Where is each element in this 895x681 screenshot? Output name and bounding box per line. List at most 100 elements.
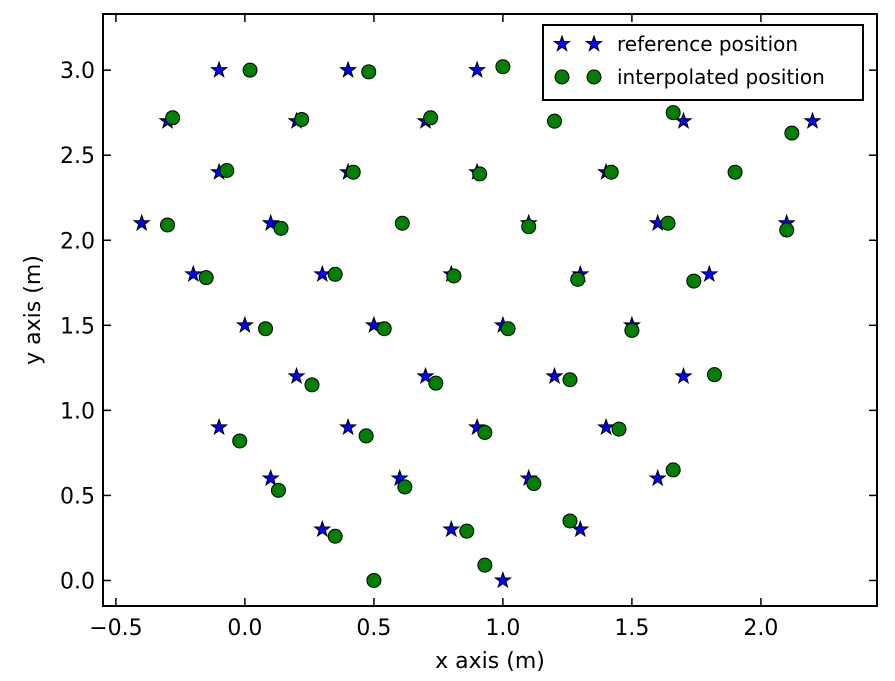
legend-entry-reference: reference position: [552, 32, 798, 56]
axis-ticks: −0.5 0.0 0.5 1.0 1.5 2.0 0.0 0.5 1.0 1.5 2.0 2.5 3.0: [60, 14, 877, 641]
interpolated-point: [258, 321, 274, 337]
reference-point: [287, 366, 306, 385]
interpolated-point: [242, 62, 258, 78]
y-tick-label: 3.0: [60, 59, 95, 84]
interpolated-point: [358, 428, 374, 444]
x-tick-label: 1.0: [485, 616, 520, 641]
interpolated-point: [500, 321, 516, 337]
interpolated-point: [727, 164, 743, 180]
x-tick-label: 1.5: [614, 616, 649, 641]
plot-frame: [102, 13, 878, 607]
y-tick-label: 1.0: [60, 399, 95, 424]
reference-point: [210, 60, 229, 78]
interpolated-point: [779, 222, 795, 238]
legend-marker: [584, 34, 604, 52]
reference-point: [648, 468, 667, 487]
reference-point: [235, 315, 254, 334]
reference-point: [339, 417, 358, 436]
interpolated-point: [160, 217, 175, 233]
interpolated-point: [198, 270, 214, 286]
reference-point: [493, 570, 512, 589]
interpolated-point: [345, 164, 361, 180]
plot-marks: [132, 59, 822, 589]
interpolated-point: [472, 166, 488, 182]
interpolated-point: [624, 322, 640, 338]
reference-point: [468, 60, 487, 78]
interpolated-point: [366, 572, 382, 588]
x-axis-label: x axis (m): [435, 649, 545, 674]
interpolated-point: [477, 557, 493, 573]
reference-point: [571, 519, 590, 538]
interpolated-point: [397, 479, 413, 495]
reference-point: [364, 315, 383, 334]
y-tick-label: 2.5: [60, 144, 95, 169]
y-tick-label: 1.5: [60, 314, 95, 339]
interpolated-point: [294, 111, 310, 127]
legend-entry-interpolated: interpolated position: [554, 65, 825, 89]
interpolated-point: [428, 375, 444, 391]
interpolated-point: [232, 433, 248, 449]
reference-point: [468, 417, 487, 436]
interpolated-point: [394, 215, 410, 231]
y-tick-label: 0.0: [60, 569, 95, 594]
legend: reference position interpolated position: [542, 24, 864, 101]
x-tick-label: 2.0: [743, 616, 778, 641]
interpolated-point: [459, 523, 475, 539]
reference-point: [210, 417, 229, 436]
interpolated-point: [660, 215, 676, 231]
interpolated-point: [361, 64, 377, 80]
legend-marker: [552, 34, 572, 52]
reference-point: [700, 264, 719, 282]
legend-marker: [554, 69, 570, 85]
interpolated-point: [665, 105, 681, 121]
interpolated-point: [603, 164, 619, 180]
interpolated-point: [327, 528, 343, 544]
interpolated-point: [270, 482, 286, 498]
x-tick-label: −0.5: [89, 616, 142, 641]
interpolated-point: [562, 513, 578, 529]
reference-point: [416, 366, 435, 385]
interpolated-point: [521, 219, 537, 235]
reference-point: [674, 111, 693, 129]
legend-box: [542, 24, 864, 101]
interpolated-point: [165, 110, 181, 126]
interpolated-point: [477, 424, 493, 440]
reference-point: [442, 519, 461, 538]
interpolated-point: [562, 372, 578, 388]
interpolated-point: [665, 462, 681, 478]
reference-point: [545, 366, 564, 385]
reference-point: [261, 468, 280, 487]
interpolated-point: [219, 163, 235, 179]
reference-point: [597, 417, 616, 436]
legend-label-reference: reference position: [617, 32, 798, 56]
legend-marker: [586, 69, 602, 85]
interpolated-point: [446, 268, 462, 284]
reference-point: [674, 366, 693, 385]
reference-point: [803, 111, 822, 129]
interpolated-point: [273, 220, 289, 236]
interpolated-point: [547, 113, 562, 129]
reference-point: [313, 519, 332, 538]
y-tick-label: 2.0: [60, 229, 95, 254]
reference-point: [313, 264, 332, 282]
interpolated-point: [327, 266, 343, 282]
interpolated-point: [495, 59, 511, 75]
y-tick-label: 0.5: [60, 484, 95, 509]
interpolated-point: [706, 367, 722, 383]
interpolated-point: [526, 476, 542, 492]
reference-point: [339, 60, 358, 78]
reference-point: [132, 213, 151, 231]
x-tick-label: 0.0: [227, 616, 262, 641]
interpolated-point: [304, 377, 320, 393]
interpolated-point: [611, 421, 627, 437]
interpolated-point: [570, 271, 586, 287]
interpolated-point: [376, 321, 392, 337]
reference-point: [184, 264, 203, 282]
reference-point: [261, 213, 280, 231]
interpolated-point: [686, 273, 702, 289]
legend-label-interpolated: interpolated position: [617, 65, 825, 89]
interpolated-point: [784, 125, 800, 141]
x-tick-label: 0.5: [356, 616, 391, 641]
y-axis-label: y axis (m): [21, 255, 46, 365]
